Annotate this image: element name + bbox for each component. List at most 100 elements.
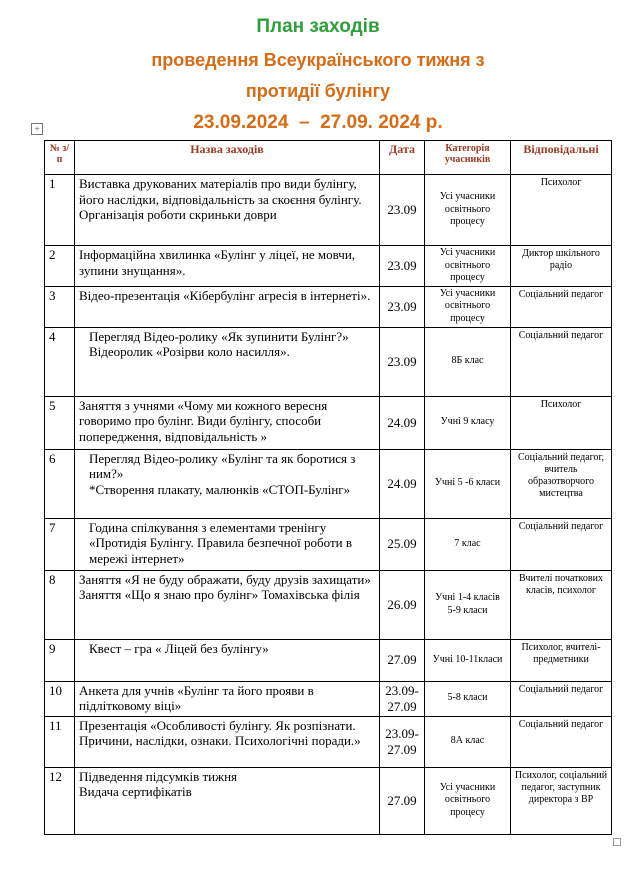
responsible: Соціальний педагог, вчитель образотворчо… [510, 448, 612, 519]
participants-line: Усі учасники освітнього процесу [439, 247, 496, 283]
event-name-line: Видача сертифікатів [79, 784, 192, 799]
participants: Учні 1-4 класів 5-9 класи [424, 569, 511, 640]
event-name-line: Перегляд Відео-ролику «Як зупинити Булін… [89, 328, 349, 344]
participants: 8Б клас [424, 326, 511, 397]
participants-line: 8Б клас [451, 355, 484, 367]
responsible: Вчителі початкових класів, психолог [510, 569, 612, 640]
event-name: Інформаційна хвилинка «Булінг у ліцеї, н… [74, 245, 380, 287]
column-header: № з/п [44, 140, 75, 175]
event-date: 23.09 [379, 245, 425, 287]
event-name: Презентація «Особливості булінгу. Як роз… [74, 715, 380, 768]
event-name: Година спілкування з елементами тренінгу… [74, 517, 380, 571]
table-row: 6 Перегляд Відео-ролику «Булінг та як бор… [44, 448, 612, 519]
event-name-line: Виставка друкованих матеріалів про види … [79, 176, 362, 207]
participants: Учні 10-11класи [424, 638, 511, 682]
event-name-line: Заняття з учнями «Чому ми кожного вересн… [79, 397, 328, 444]
event-date: 27.09 [379, 766, 425, 835]
event-name: Перегляд Відео-ролику «Як зупинити Булін… [74, 326, 380, 397]
table-handle[interactable]: + [31, 123, 43, 135]
column-header: Категорія учасників [424, 140, 511, 175]
table-row: 12 Підведення підсумків тижня Видача серти… [44, 766, 612, 835]
responsible: Соціальний педагог [510, 715, 612, 768]
events-table: № з/п Назва заходів Дата Категорія учасникі… [44, 140, 612, 835]
responsible: Диктор шкільного радіо [510, 245, 612, 287]
event-name: Підведення підсумків тижня Видача сертифі… [74, 766, 380, 835]
event-date: 24.09 [379, 395, 425, 450]
participants-line: Усі учасники освітнього процесу [439, 287, 496, 324]
row-number: 6 [44, 448, 75, 519]
row-number: 2 [44, 245, 75, 287]
row-number: 1 [44, 174, 75, 246]
event-date: 23.09-27.09 [379, 680, 425, 717]
event-name: Квест – гра « Ліцей без булінгу» [74, 638, 380, 682]
column-header: Дата [379, 140, 425, 175]
table-row: 2 Інформаційна хвилинка «Булінг у ліцеї, … [44, 245, 612, 287]
row-number: 10 [44, 680, 75, 717]
participants-line: Учні 5 -6 класи [434, 477, 501, 489]
event-name-line: Відео-презентація «Кібербулінг агресія в… [79, 287, 371, 303]
date-range: 23.09.2024 – 27.09. 2024 р. [193, 112, 443, 133]
participants-line: 5-8 класи [447, 692, 488, 704]
row-number: 7 [44, 517, 75, 571]
row-number: 3 [44, 285, 75, 328]
participants: Усі учасники освітнього процесу [424, 766, 511, 835]
participants: Усі учасники освітнього процесу [424, 285, 511, 328]
participants: Учні 5 -6 класи [424, 448, 511, 519]
title: План заходів [256, 16, 380, 37]
column-header: Відповідальні [510, 140, 612, 175]
event-name-line: Заняття «Що я знаю про булінг» Томахівсь… [79, 587, 360, 602]
event-name-line: *Створення плакату, малюнків «СТОП-Булін… [89, 481, 351, 497]
participants: 8А клас [424, 715, 511, 768]
event-name: Заняття з учнями «Чому ми кожного вересн… [74, 395, 380, 450]
responsible: Психолог [510, 395, 612, 450]
participants-line: Усі учасники освітнього процесу [439, 781, 496, 818]
row-number: 12 [44, 766, 75, 835]
participants-line: Учні 9 класу [440, 416, 495, 428]
event-name-line: Відеоролик «Розірви коло насилля». [89, 344, 290, 359]
participants: 5-8 класи [424, 680, 511, 717]
table-row: 7 Година спілкування з елементами тренінг… [44, 517, 612, 571]
event-date: 26.09 [379, 569, 425, 640]
event-name: Відео-презентація «Кібербулінг агресія в… [74, 285, 380, 328]
responsible: Психолог, вчителі-предметники [510, 638, 612, 682]
responsible: Соціальний педагог [510, 517, 612, 571]
participants-line: Учні 1-4 класів [435, 592, 500, 603]
row-number: 4 [44, 326, 75, 397]
participants: 7 клас [424, 517, 511, 571]
responsible: Соціальний педагог [510, 285, 612, 328]
event-name-line: Інформаційна хвилинка «Булінг у ліцеї, н… [79, 247, 356, 278]
row-number: 5 [44, 395, 75, 450]
participants: Учні 9 класу [424, 395, 511, 450]
participants-line: 5-9 класи [447, 604, 488, 616]
participants-line: 7 клас [454, 537, 481, 549]
resize-handle[interactable] [613, 838, 621, 846]
responsible: Психолог [510, 174, 612, 246]
responsible: Соціальний педагог [510, 326, 612, 397]
event-date: 24.09 [379, 448, 425, 519]
event-name-line: Підведення підсумків тижня [79, 768, 238, 784]
event-name: Заняття «Я не буду ображати, буду друзів… [74, 569, 380, 640]
event-name-line: Година спілкування з елементами тренінгу… [89, 519, 352, 566]
event-name: Перегляд Відео-ролику «Булінг та як боро… [74, 448, 380, 519]
event-date: 27.09 [379, 638, 425, 682]
column-header: Назва заходів [74, 140, 380, 175]
table-row: 4 Перегляд Відео-ролику «Як зупинити Булі… [44, 326, 612, 397]
participants-line: Усі учасники освітнього процесу [439, 191, 496, 228]
event-date: 25.09 [379, 517, 425, 571]
header-row: № з/п Назва заходів Дата Категорія учасникі… [44, 140, 612, 175]
table-row: 1 Виставка друкованих матеріалів про види… [44, 174, 612, 246]
event-name: Анкета для учнів «Булінг та його прояви … [74, 680, 380, 717]
table-row: 3 Відео-презентація «Кібербулінг агресія … [44, 285, 612, 328]
participants: Усі учасники освітнього процесу [424, 245, 511, 287]
event-date: 23.09 [379, 326, 425, 397]
event-name-line: Презентація «Особливості булінгу. Як роз… [79, 717, 361, 749]
row-number: 8 [44, 569, 75, 640]
event-date: 23.09 [379, 174, 425, 246]
table-row: 8 Заняття «Я не буду ображати, буду друзі… [44, 569, 612, 640]
event-name-line: Квест – гра « Ліцей без булінгу» [89, 640, 269, 656]
table-row: 5 Заняття з учнями «Чому ми кожного верес… [44, 395, 612, 450]
table-row: 9 Квест – гра « Ліцей без булінгу» 27.09 Уч… [44, 638, 612, 682]
event-name-line: Заняття «Я не буду ображати, буду друзів… [79, 571, 371, 587]
row-number: 11 [44, 715, 75, 768]
